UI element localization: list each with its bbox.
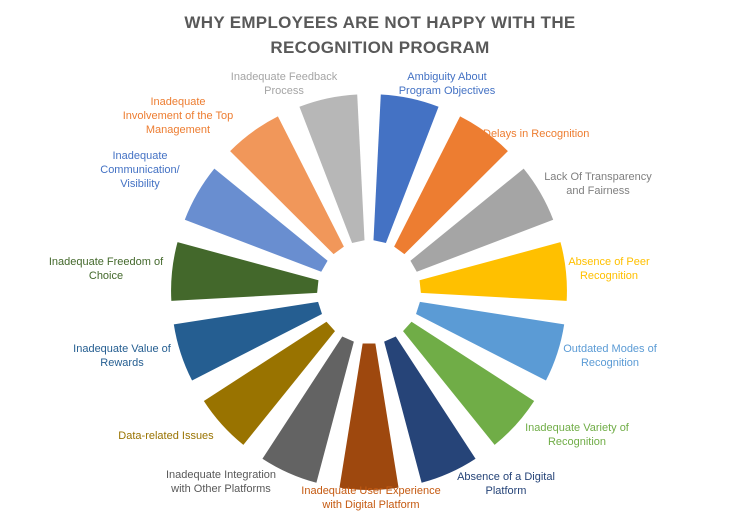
slice-label-14-line-2: Involvement of the Top (123, 110, 233, 122)
slice-label-8: Inadequate User Experience with Digital P… (301, 485, 440, 511)
slice-label-13-line-1: Inadequate (112, 150, 167, 162)
slice-label-12-line-2: Choice (89, 270, 123, 282)
labels-group: Ambiguity About Program Objectives Delays … (49, 71, 658, 511)
slice-label-9-line-2: with Other Platforms (170, 483, 271, 495)
slice-label-5: Outdated Modes of Recognition (563, 343, 658, 369)
slice-label-11: Inadequate Value of Rewards (73, 343, 172, 369)
slice-label-14: Inadequate Involvement of the Top Manageme… (123, 96, 233, 136)
slice-label-10-line-1: Data-related Issues (118, 430, 214, 442)
pie-slice-11 (173, 301, 322, 381)
slice-label-1-line-2: Program Objectives (399, 85, 496, 97)
slice-label-4: Absence of Peer Recognition (568, 256, 650, 282)
pie-slice-13 (184, 168, 328, 272)
slice-label-15: Inadequate Feedback Process (231, 71, 338, 97)
slice-label-3-line-1: Lack Of Transparency (544, 171, 652, 183)
pie-slice-15 (299, 94, 365, 243)
slice-label-2: Delays in Recognition (483, 128, 589, 140)
slice-label-13-line-3: Visibility (120, 178, 160, 190)
slice-label-6-line-1: Inadequate Variety of (525, 422, 630, 434)
pie-slice-9 (262, 336, 354, 483)
pie-slice-4 (419, 242, 567, 301)
chart-title-line-2: RECOGNITION PROGRAM (270, 38, 490, 57)
slice-label-14-line-3: Management (146, 124, 210, 136)
slice-label-6-line-2: Recognition (548, 436, 606, 448)
slice-label-6: Inadequate Variety of Recognition (525, 422, 630, 448)
pie-slice-10 (203, 321, 335, 445)
slice-label-10: Data-related Issues (118, 430, 214, 442)
pie-slice-14 (230, 116, 344, 255)
slice-label-4-line-2: Recognition (580, 270, 638, 282)
slice-label-7: Absence of a Digital Platform (457, 471, 555, 497)
pie-slice-6 (403, 321, 535, 445)
slice-label-7-line-2: Platform (486, 485, 527, 497)
pie-slice-7 (384, 336, 476, 483)
slice-label-9-line-1: Inadequate Integration (166, 469, 276, 481)
slice-label-4-line-1: Absence of Peer (568, 256, 650, 268)
slice-label-13-line-2: Communication/ (100, 164, 180, 176)
chart-title-line-1: WHY EMPLOYEES ARE NOT HAPPY WITH THE (184, 13, 576, 32)
pie-slice-5 (416, 301, 565, 381)
slice-label-12-line-1: Inadequate Freedom of (49, 256, 164, 268)
pie-slice-3 (410, 168, 554, 272)
slice-label-14-line-1: Inadequate (150, 96, 205, 108)
slice-label-12: Inadequate Freedom of Choice (49, 256, 164, 282)
chart-title: WHY EMPLOYEES ARE NOT HAPPY WITH THE REC… (100, 10, 660, 60)
slice-label-15-line-1: Inadequate Feedback (231, 71, 338, 83)
pie-slice-1 (373, 94, 439, 243)
slice-label-1: Ambiguity About Program Objectives (399, 71, 496, 97)
slice-label-9: Inadequate Integration with Other Platfor… (166, 469, 276, 495)
pie-slice-8 (339, 343, 399, 490)
slice-label-1-line-1: Ambiguity About (407, 71, 487, 83)
slice-label-11-line-2: Rewards (100, 357, 144, 369)
slices-group (171, 94, 567, 490)
pie-slice-2 (394, 116, 508, 255)
slice-label-5-line-1: Outdated Modes of (563, 343, 658, 355)
slice-label-5-line-2: Recognition (581, 357, 639, 369)
pie-slice-12 (171, 242, 319, 301)
slice-label-8-line-2: with Digital Platform (321, 499, 419, 511)
slice-label-15-line-2: Process (264, 85, 304, 97)
slice-label-7-line-1: Absence of a Digital (457, 471, 555, 483)
slice-label-8-line-1: Inadequate User Experience (301, 485, 440, 497)
slice-label-3-line-2: and Fairness (566, 185, 630, 197)
slice-label-2-line-1: Delays in Recognition (483, 128, 589, 140)
slice-label-11-line-1: Inadequate Value of (73, 343, 172, 355)
slice-label-13: Inadequate Communication/Visibility (100, 150, 180, 190)
slice-label-3: Lack Of Transparency and Fairness (544, 171, 652, 197)
